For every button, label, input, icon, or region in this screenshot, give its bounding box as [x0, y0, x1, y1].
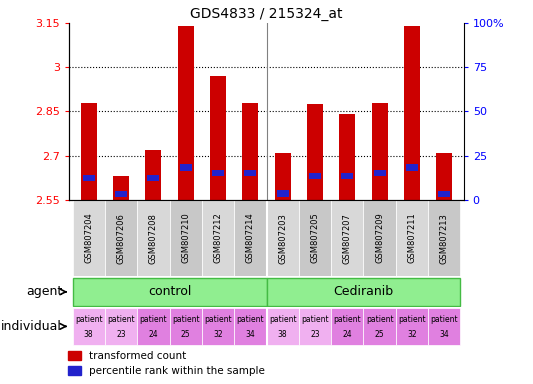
Bar — [234, 308, 266, 345]
Text: patient: patient — [269, 315, 296, 324]
Text: individual: individual — [1, 320, 62, 333]
Bar — [436, 152, 453, 200]
Text: 32: 32 — [213, 329, 223, 339]
Bar — [243, 103, 259, 200]
Bar — [331, 200, 364, 276]
Text: patient: patient — [75, 315, 102, 324]
Bar — [372, 103, 387, 200]
Bar — [105, 200, 137, 276]
Bar — [234, 200, 266, 276]
Text: GSM807210: GSM807210 — [181, 213, 190, 263]
Text: GSM807205: GSM807205 — [311, 213, 319, 263]
Bar — [180, 164, 192, 171]
Bar — [72, 278, 266, 306]
Text: patient: patient — [366, 315, 393, 324]
Text: GSM807212: GSM807212 — [214, 213, 222, 263]
Text: GSM807207: GSM807207 — [343, 213, 352, 263]
Text: GSM807204: GSM807204 — [84, 213, 93, 263]
Bar — [364, 308, 396, 345]
Text: agent: agent — [26, 285, 62, 298]
Bar — [299, 200, 331, 276]
Bar — [339, 114, 356, 200]
Bar — [309, 172, 321, 179]
Bar — [72, 308, 105, 345]
Bar — [299, 308, 331, 345]
Bar — [105, 308, 137, 345]
Text: 38: 38 — [278, 329, 287, 339]
Bar — [244, 170, 256, 176]
Bar — [396, 200, 428, 276]
Bar — [210, 76, 226, 200]
Text: patient: patient — [431, 315, 458, 324]
Bar — [266, 278, 461, 306]
Bar — [137, 308, 169, 345]
Text: GSM807208: GSM807208 — [149, 213, 158, 263]
Bar — [146, 150, 161, 200]
Text: patient: patient — [204, 315, 232, 324]
Legend: transformed count, percentile rank within the sample: transformed count, percentile rank withi… — [64, 347, 269, 381]
Bar — [428, 308, 461, 345]
Bar — [147, 175, 159, 181]
Text: control: control — [148, 285, 191, 298]
Bar — [266, 200, 299, 276]
Bar — [113, 176, 129, 200]
Text: 25: 25 — [181, 329, 190, 339]
Bar — [374, 170, 386, 176]
Bar — [202, 308, 234, 345]
Text: GSM807211: GSM807211 — [408, 213, 416, 263]
Bar — [115, 191, 127, 197]
Text: GSM807209: GSM807209 — [375, 213, 384, 263]
Text: 34: 34 — [439, 329, 449, 339]
Bar — [307, 104, 323, 200]
Bar — [202, 200, 234, 276]
Bar — [169, 200, 202, 276]
Text: 34: 34 — [246, 329, 255, 339]
Text: 23: 23 — [116, 329, 126, 339]
Text: GSM807213: GSM807213 — [440, 213, 449, 263]
Text: 25: 25 — [375, 329, 384, 339]
Bar — [331, 308, 364, 345]
Text: patient: patient — [334, 315, 361, 324]
Text: patient: patient — [398, 315, 426, 324]
Text: patient: patient — [172, 315, 199, 324]
Text: 32: 32 — [407, 329, 417, 339]
Bar — [404, 26, 420, 200]
Bar — [177, 26, 194, 200]
Bar — [406, 164, 418, 171]
Bar — [341, 172, 353, 179]
Bar — [137, 200, 169, 276]
Text: patient: patient — [301, 315, 329, 324]
Text: 38: 38 — [84, 329, 93, 339]
Bar — [364, 200, 396, 276]
Text: GSM807214: GSM807214 — [246, 213, 255, 263]
Text: Cediranib: Cediranib — [334, 285, 393, 298]
Bar — [83, 175, 95, 181]
Text: 24: 24 — [149, 329, 158, 339]
Text: 23: 23 — [310, 329, 320, 339]
Bar — [438, 191, 450, 197]
Bar — [80, 103, 97, 200]
Bar — [396, 308, 428, 345]
Bar — [428, 200, 461, 276]
Bar — [169, 308, 202, 345]
Text: patient: patient — [140, 315, 167, 324]
Text: patient: patient — [237, 315, 264, 324]
Bar — [266, 308, 299, 345]
Text: GSM807203: GSM807203 — [278, 213, 287, 263]
Title: GDS4833 / 215324_at: GDS4833 / 215324_at — [190, 7, 343, 21]
Bar — [274, 152, 290, 200]
Bar — [212, 170, 224, 176]
Bar — [277, 190, 289, 197]
Text: 24: 24 — [343, 329, 352, 339]
Text: GSM807206: GSM807206 — [117, 213, 125, 263]
Bar — [72, 200, 105, 276]
Text: patient: patient — [107, 315, 135, 324]
